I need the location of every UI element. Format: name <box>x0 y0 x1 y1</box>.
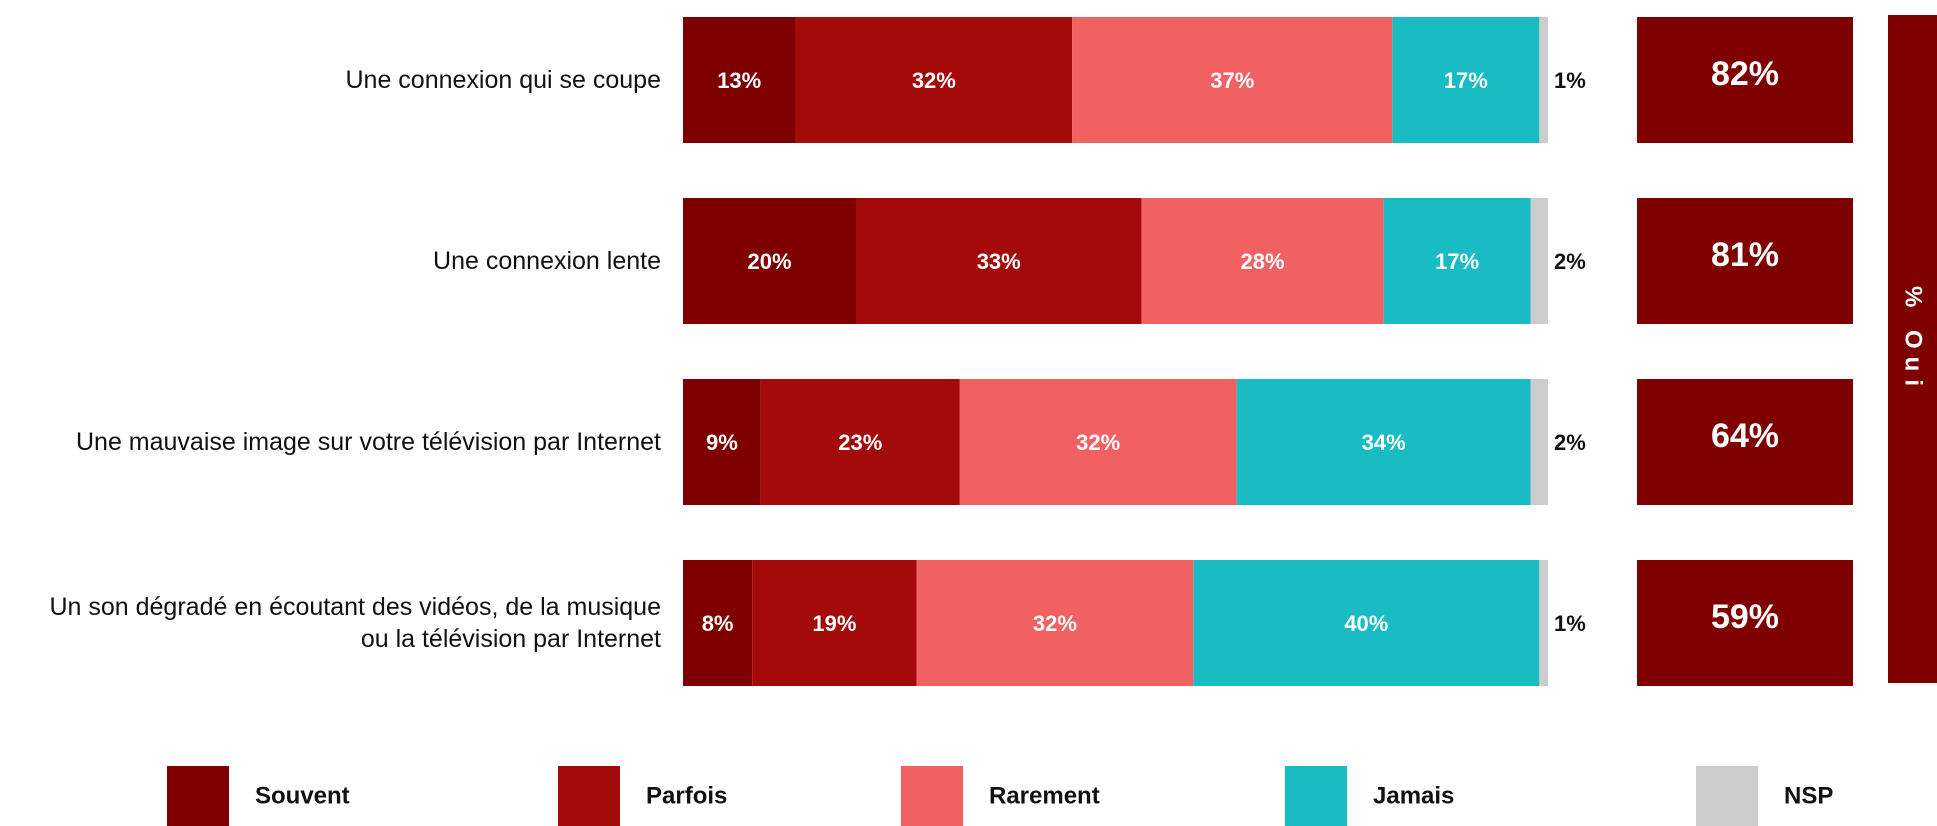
category-label: Une connexion qui se coupe <box>345 66 661 94</box>
data-label: 33% <box>977 249 1021 274</box>
data-label: 37% <box>1210 68 1254 93</box>
legend-swatch <box>901 766 963 826</box>
data-label: 2% <box>1554 249 1586 274</box>
oui-band <box>1888 15 1937 683</box>
bar-segment <box>683 379 761 505</box>
oui-box <box>1637 560 1853 686</box>
data-label: 34% <box>1362 430 1406 455</box>
data-label: 32% <box>1076 430 1120 455</box>
bar-segment <box>795 17 1073 143</box>
data-label: 17% <box>1444 68 1488 93</box>
bar-segment <box>959 379 1237 505</box>
legend-swatch <box>1696 766 1758 826</box>
data-label: 32% <box>1033 611 1077 636</box>
data-label: 20% <box>747 249 791 274</box>
data-label: 13% <box>717 68 761 93</box>
legend-label: NSP <box>1784 782 1833 809</box>
legend-swatch <box>558 766 620 826</box>
legend-label: Rarement <box>989 782 1100 809</box>
category-label: Une connexion lente <box>433 247 661 275</box>
bar-segment <box>760 379 960 505</box>
data-label: 8% <box>702 611 734 636</box>
data-label: 2% <box>1554 430 1586 455</box>
bar-segment <box>1539 560 1548 686</box>
oui-header: % Oui <box>1900 286 1927 394</box>
bar-segment <box>1392 17 1540 143</box>
oui-value: 82% <box>1711 55 1779 93</box>
data-label: 40% <box>1344 611 1388 636</box>
bar-segment <box>1236 379 1531 505</box>
legend-swatch <box>1285 766 1347 826</box>
oui-box <box>1637 198 1853 324</box>
bar-segment <box>683 560 753 686</box>
bar-segment <box>1383 198 1531 324</box>
bar-segment <box>1072 17 1393 143</box>
bar-segment <box>1530 198 1548 324</box>
bar-segment <box>752 560 917 686</box>
oui-value: 59% <box>1711 598 1779 636</box>
bar-segment <box>683 17 796 143</box>
bar-segment <box>856 198 1142 324</box>
bar-segment <box>1530 379 1548 505</box>
category-label: Une mauvaise image sur votre télévision … <box>75 428 661 456</box>
data-label: 9% <box>706 430 738 455</box>
legend-label: Parfois <box>646 782 727 809</box>
data-label: 23% <box>838 430 882 455</box>
data-label: 1% <box>1554 611 1586 636</box>
bar-segment <box>1141 198 1384 324</box>
bar-segment <box>683 198 856 324</box>
oui-box <box>1637 379 1853 505</box>
oui-box <box>1637 17 1853 143</box>
data-label: 32% <box>912 68 956 93</box>
oui-value: 81% <box>1711 236 1779 274</box>
legend-swatch <box>167 766 229 826</box>
bar-segment <box>1193 560 1540 686</box>
data-label: 1% <box>1554 68 1586 93</box>
bar-segment <box>1539 17 1548 143</box>
category-label: Un son dégradé en écoutant des vidéos, d… <box>49 593 661 653</box>
legend-label: Jamais <box>1373 782 1454 809</box>
data-label: 28% <box>1241 249 1285 274</box>
legend-label: Souvent <box>255 782 350 809</box>
oui-value: 64% <box>1711 417 1779 455</box>
bar-segment <box>916 560 1194 686</box>
data-label: 19% <box>812 611 856 636</box>
data-label: 17% <box>1435 249 1479 274</box>
